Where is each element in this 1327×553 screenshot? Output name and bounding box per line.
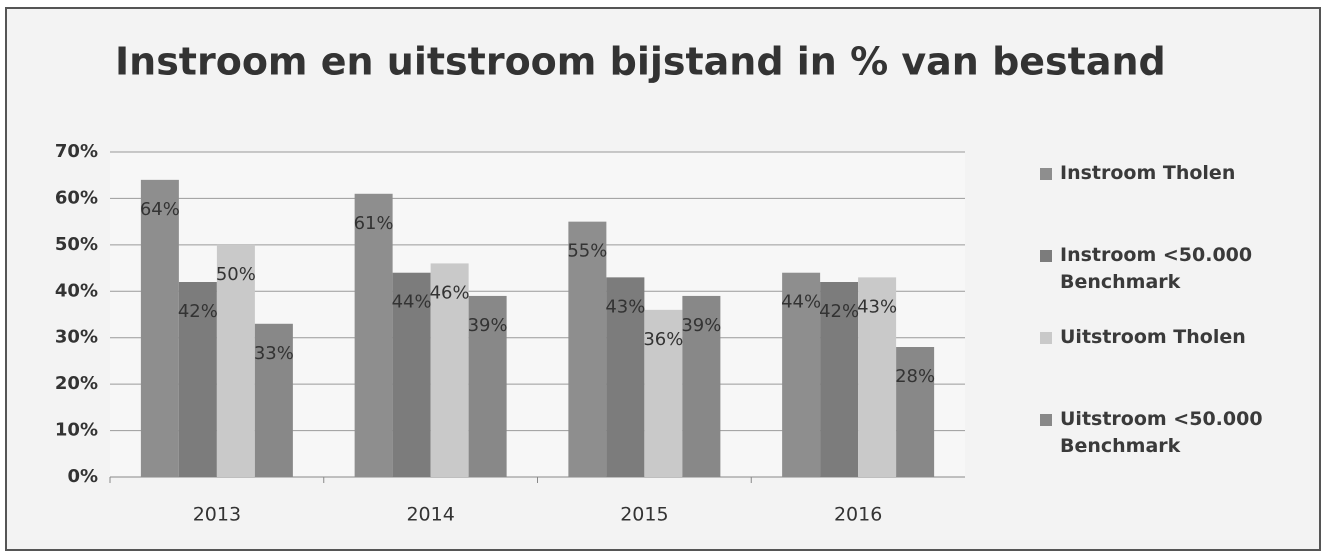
data-label: 42%: [178, 301, 218, 322]
legend-swatch: [1040, 332, 1052, 344]
x-tick-label: 2016: [834, 504, 882, 526]
bar: [178, 282, 217, 477]
bar: [858, 277, 897, 477]
data-label: 44%: [781, 292, 821, 313]
bar: [606, 277, 645, 477]
data-label: 44%: [392, 292, 432, 313]
y-tick-label: 40%: [55, 280, 98, 301]
legend-swatch: [1040, 414, 1052, 426]
data-label: 64%: [140, 199, 180, 220]
bar: [430, 263, 469, 477]
data-label: 61%: [354, 213, 394, 234]
legend-item: Uitstroom <50.000 Benchmark: [1040, 406, 1275, 488]
legend-item: Instroom <50.000 Benchmark: [1040, 242, 1275, 324]
bar: [254, 323, 293, 477]
data-label: 43%: [605, 296, 645, 317]
data-label: 39%: [468, 315, 508, 336]
legend-label: Instroom Tholen: [1060, 162, 1236, 184]
bar: [354, 193, 393, 478]
legend-label: Uitstroom <50.000 Benchmark: [1060, 408, 1263, 457]
x-tick-label: 2015: [620, 504, 668, 526]
bar: [644, 309, 683, 477]
x-tick-label: 2014: [406, 504, 454, 526]
y-tick-label: 60%: [55, 187, 98, 208]
data-label: 46%: [430, 282, 470, 303]
bar: [392, 272, 431, 477]
bar: [682, 295, 721, 477]
data-label: 28%: [895, 366, 935, 387]
data-label: 36%: [643, 329, 683, 350]
y-tick-label: 20%: [55, 373, 98, 394]
data-label: 43%: [857, 296, 897, 317]
x-tick-label: 2013: [193, 504, 241, 526]
data-label: 50%: [216, 264, 256, 285]
bar: [468, 295, 507, 477]
y-tick-label: 10%: [55, 420, 98, 441]
data-label: 33%: [254, 343, 294, 364]
bar: [568, 221, 607, 477]
y-tick-label: 50%: [55, 234, 98, 255]
bar: [140, 179, 179, 477]
bar: [782, 272, 821, 477]
legend-swatch: [1040, 168, 1052, 180]
y-tick-label: 70%: [55, 141, 98, 162]
legend-swatch: [1040, 250, 1052, 262]
bar: [896, 347, 935, 477]
legend-label: Instroom <50.000 Benchmark: [1060, 244, 1253, 293]
legend-item: Instroom Tholen: [1040, 160, 1275, 242]
bar: [216, 244, 255, 477]
chart-title: Instroom en uitstroom bijstand in % van …: [115, 40, 1166, 84]
y-tick-label: 0%: [67, 466, 98, 487]
legend-item: Uitstroom Tholen: [1040, 324, 1275, 406]
data-label: 39%: [681, 315, 721, 336]
bar: [820, 282, 859, 477]
legend-label: Uitstroom Tholen: [1060, 326, 1246, 348]
data-label: 55%: [567, 241, 607, 262]
legend: Instroom Tholen Instroom <50.000 Benchmar…: [1040, 160, 1275, 488]
data-label: 42%: [819, 301, 859, 322]
y-tick-label: 30%: [55, 327, 98, 348]
